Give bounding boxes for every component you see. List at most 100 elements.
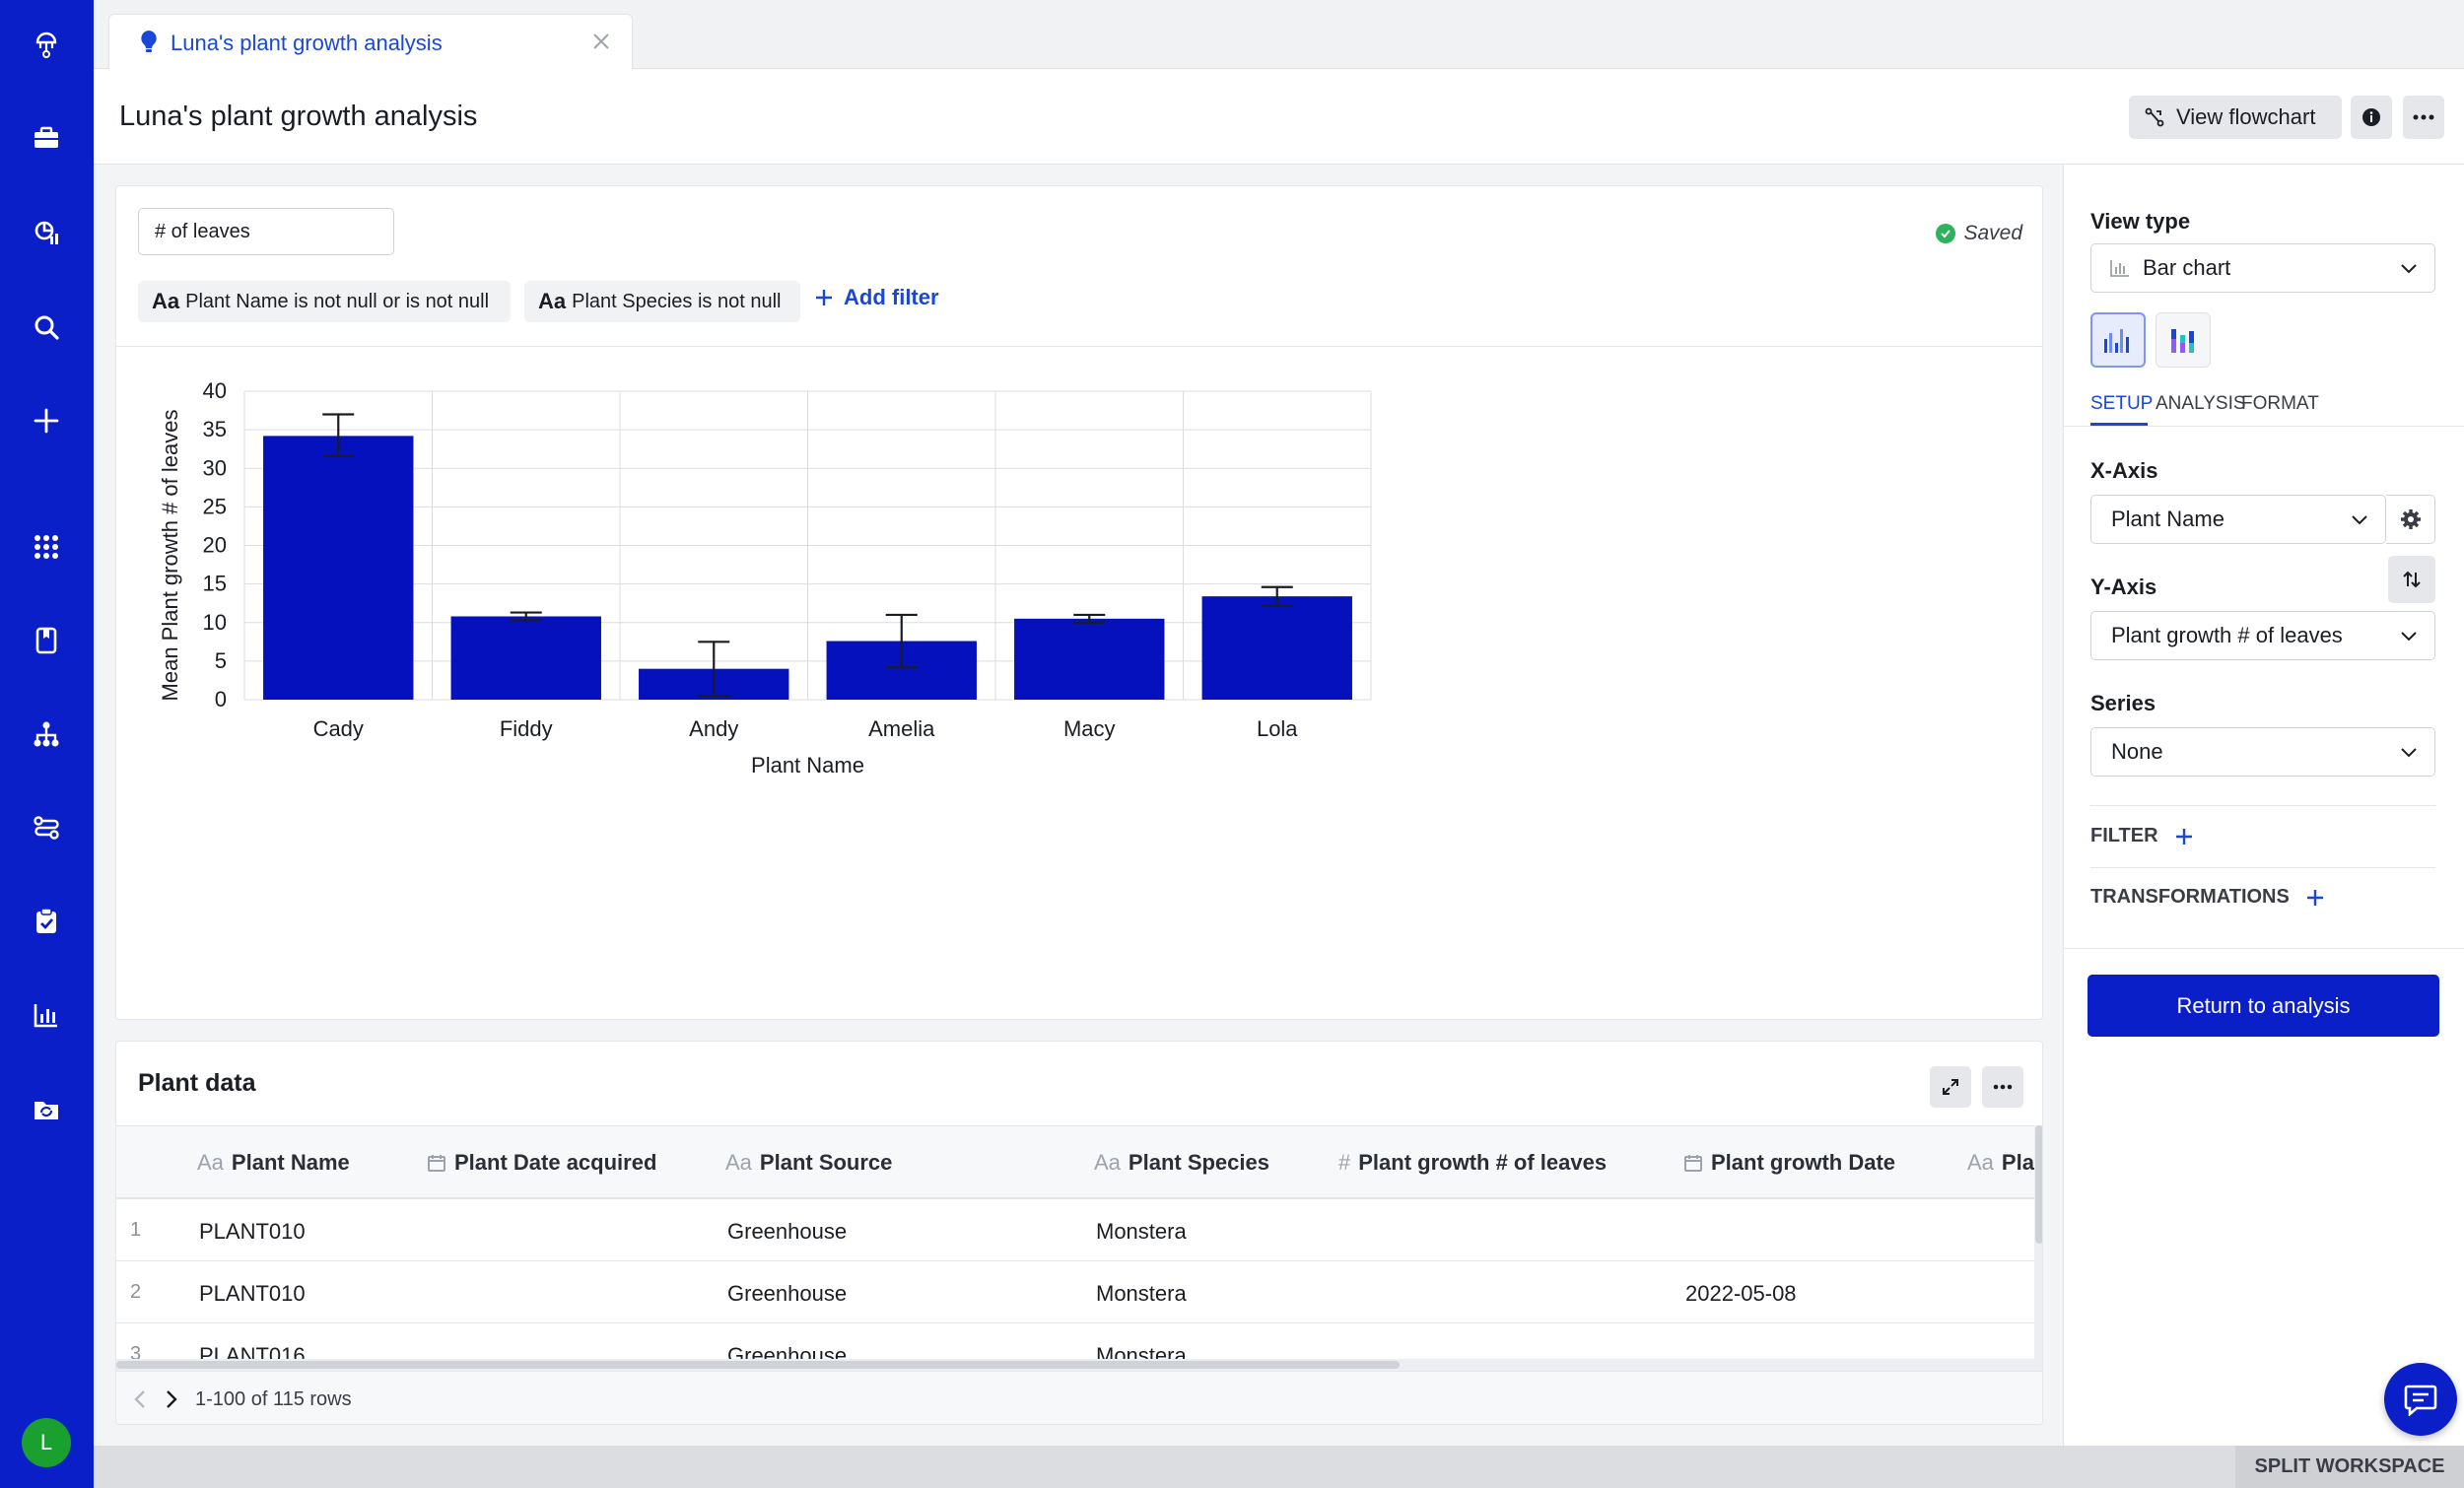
stacked-bar-option[interactable] [2156, 312, 2211, 368]
divider [2090, 805, 2435, 806]
swap-axes-button[interactable] [2388, 556, 2435, 603]
tab-analysis[interactable]: ANALYSIS [2156, 393, 2246, 414]
y-axis-value: Plant growth # of leaves [2111, 623, 2343, 647]
filter-chip-plant-name[interactable]: Aa Plant Name is not null or is not null [138, 281, 511, 322]
number-type-icon: # [1338, 1150, 1351, 1175]
x-axis-settings-button[interactable] [2386, 495, 2435, 544]
search-icon[interactable] [27, 307, 66, 347]
filter-section[interactable]: FILTER [2090, 825, 2194, 847]
bar-chart-icon[interactable] [27, 995, 66, 1035]
bar-fiddy [450, 616, 601, 700]
split-workspace-button[interactable]: SPLIT WORKSPACE [2235, 1446, 2464, 1488]
text-type-icon: Aa [538, 289, 567, 313]
x-tick-label: Andy [689, 716, 738, 741]
info-button[interactable] [2351, 96, 2392, 139]
text-type-icon: Aa [197, 1150, 224, 1175]
clipboard-check-icon[interactable] [27, 902, 66, 941]
column-label: Plant Name [231, 1150, 350, 1175]
plus-icon[interactable] [2305, 888, 2325, 908]
tab-setup[interactable]: SETUP [2090, 393, 2154, 414]
table-row[interactable]: 1 PLANT010 Greenhouse Monstera [116, 1199, 2034, 1261]
view-flowchart-button[interactable]: View flowchart [2129, 96, 2342, 139]
avatar[interactable]: L [22, 1418, 71, 1467]
bar-cady [263, 436, 414, 700]
data-table-card: Plant data Aa Plant Name Plant Date acqu… [115, 1041, 2043, 1425]
table-more-options-button[interactable] [1982, 1066, 2023, 1108]
ellipsis-icon [2413, 114, 2434, 120]
chevron-down-icon [2352, 515, 2367, 525]
hierarchy-icon[interactable] [27, 714, 66, 754]
scrollbar-thumb[interactable] [2035, 1125, 2042, 1244]
text-type-icon: Aa [1967, 1150, 1994, 1175]
return-to-analysis-button[interactable]: Return to analysis [2088, 975, 2439, 1037]
view-type-select[interactable]: Bar chart [2090, 243, 2435, 293]
x-tick-label: Amelia [868, 716, 935, 741]
info-icon [2362, 108, 2380, 126]
x-axis-select[interactable]: Plant Name [2090, 495, 2386, 544]
bar-chart-icon [2110, 260, 2129, 277]
workflow-icon[interactable] [27, 808, 66, 847]
column-header-plant-name[interactable]: Aa Plant Name [197, 1150, 350, 1176]
grouped-bar-option[interactable] [2090, 312, 2146, 368]
column-header-plant-source[interactable]: Aa Plant Source [725, 1150, 892, 1176]
chat-icon [2404, 1385, 2437, 1416]
column-header-growth-date[interactable]: Plant growth Date [1683, 1150, 1895, 1176]
table-row[interactable]: 2 PLANT010 Greenhouse Monstera 2022-05-0… [116, 1261, 2034, 1323]
plus-icon[interactable] [27, 401, 66, 440]
vertical-scrollbar[interactable] [2034, 1125, 2042, 1371]
bar-lola [1201, 596, 1352, 700]
chat-support-button[interactable] [2384, 1363, 2457, 1436]
chart-settings-panel: View type Bar chart SETUP ANALYSIS FORMA… [2063, 165, 2464, 1446]
y-tick-label: 25 [203, 494, 227, 518]
chevron-left-icon[interactable] [130, 1387, 152, 1411]
cell-growth-date: 2022-05-08 [1685, 1281, 1797, 1306]
add-filter-button[interactable]: Add filter [814, 285, 939, 310]
column-header-truncated[interactable]: Aa Pla [1967, 1150, 2034, 1176]
folder-sync-icon[interactable] [27, 1089, 66, 1128]
briefcase-icon[interactable] [27, 118, 66, 158]
add-filter-label: Add filter [844, 285, 939, 309]
check-circle-icon [1936, 224, 1956, 243]
bar-chart: 0 5 10 15 20 25 30 35 40 Cady Fiddy Andy Amelia Macy L… [158, 378, 1372, 778]
horizontal-scrollbar[interactable] [116, 1359, 2034, 1371]
chart-name-input[interactable] [138, 208, 394, 255]
filter-chip-plant-species[interactable]: Aa Plant Species is not null [524, 281, 800, 322]
divider [116, 346, 2042, 347]
tab-format[interactable]: FORMAT [2241, 393, 2319, 414]
column-header-date-acquired[interactable]: Plant Date acquired [427, 1150, 656, 1176]
column-label: Plant Date acquired [454, 1150, 657, 1175]
transformations-section-label: TRANSFORMATIONS [2090, 886, 2290, 908]
lightbulb-icon [141, 31, 157, 52]
jellyfish-logo-icon[interactable] [27, 25, 66, 64]
column-header-leaves[interactable]: # Plant growth # of leaves [1338, 1150, 1607, 1176]
pager-text: 1-100 of 115 rows [195, 1388, 352, 1410]
chevron-down-icon [2401, 748, 2417, 758]
tab-bar: Luna's plant growth analysis [94, 0, 2464, 70]
column-label: Plant Species [1128, 1150, 1269, 1175]
y-axis-select[interactable]: Plant growth # of leaves [2090, 611, 2435, 660]
apps-grid-icon[interactable] [27, 527, 66, 567]
tab-plant-growth-analysis[interactable]: Luna's plant growth analysis [108, 14, 633, 70]
more-options-button[interactable] [2403, 96, 2444, 139]
bottom-bar: SPLIT WORKSPACE [94, 1446, 2464, 1488]
close-icon[interactable] [588, 29, 614, 54]
expand-button[interactable] [1930, 1066, 1971, 1108]
series-select[interactable]: None [2090, 727, 2435, 777]
chevron-right-icon[interactable] [160, 1387, 181, 1411]
chevron-down-icon [2401, 264, 2417, 274]
y-tick-label: 30 [203, 455, 227, 480]
transformations-section[interactable]: TRANSFORMATIONS [2090, 886, 2325, 909]
row-number: 1 [130, 1219, 142, 1241]
y-tick-label: 5 [215, 648, 227, 673]
column-header-plant-species[interactable]: Aa Plant Species [1094, 1150, 1269, 1176]
notebook-icon[interactable] [27, 621, 66, 660]
divider [2090, 867, 2435, 868]
plus-icon[interactable] [2174, 827, 2194, 846]
filter-section-label: FILTER [2090, 825, 2158, 846]
view-flowchart-label: View flowchart [2176, 104, 2316, 129]
flowchart-icon [2145, 107, 2164, 127]
analysis-icon[interactable] [27, 213, 66, 252]
scrollbar-thumb[interactable] [116, 1361, 1400, 1369]
cell-plant-source: Greenhouse [727, 1281, 848, 1306]
x-axis-label: X-Axis [2090, 458, 2158, 483]
